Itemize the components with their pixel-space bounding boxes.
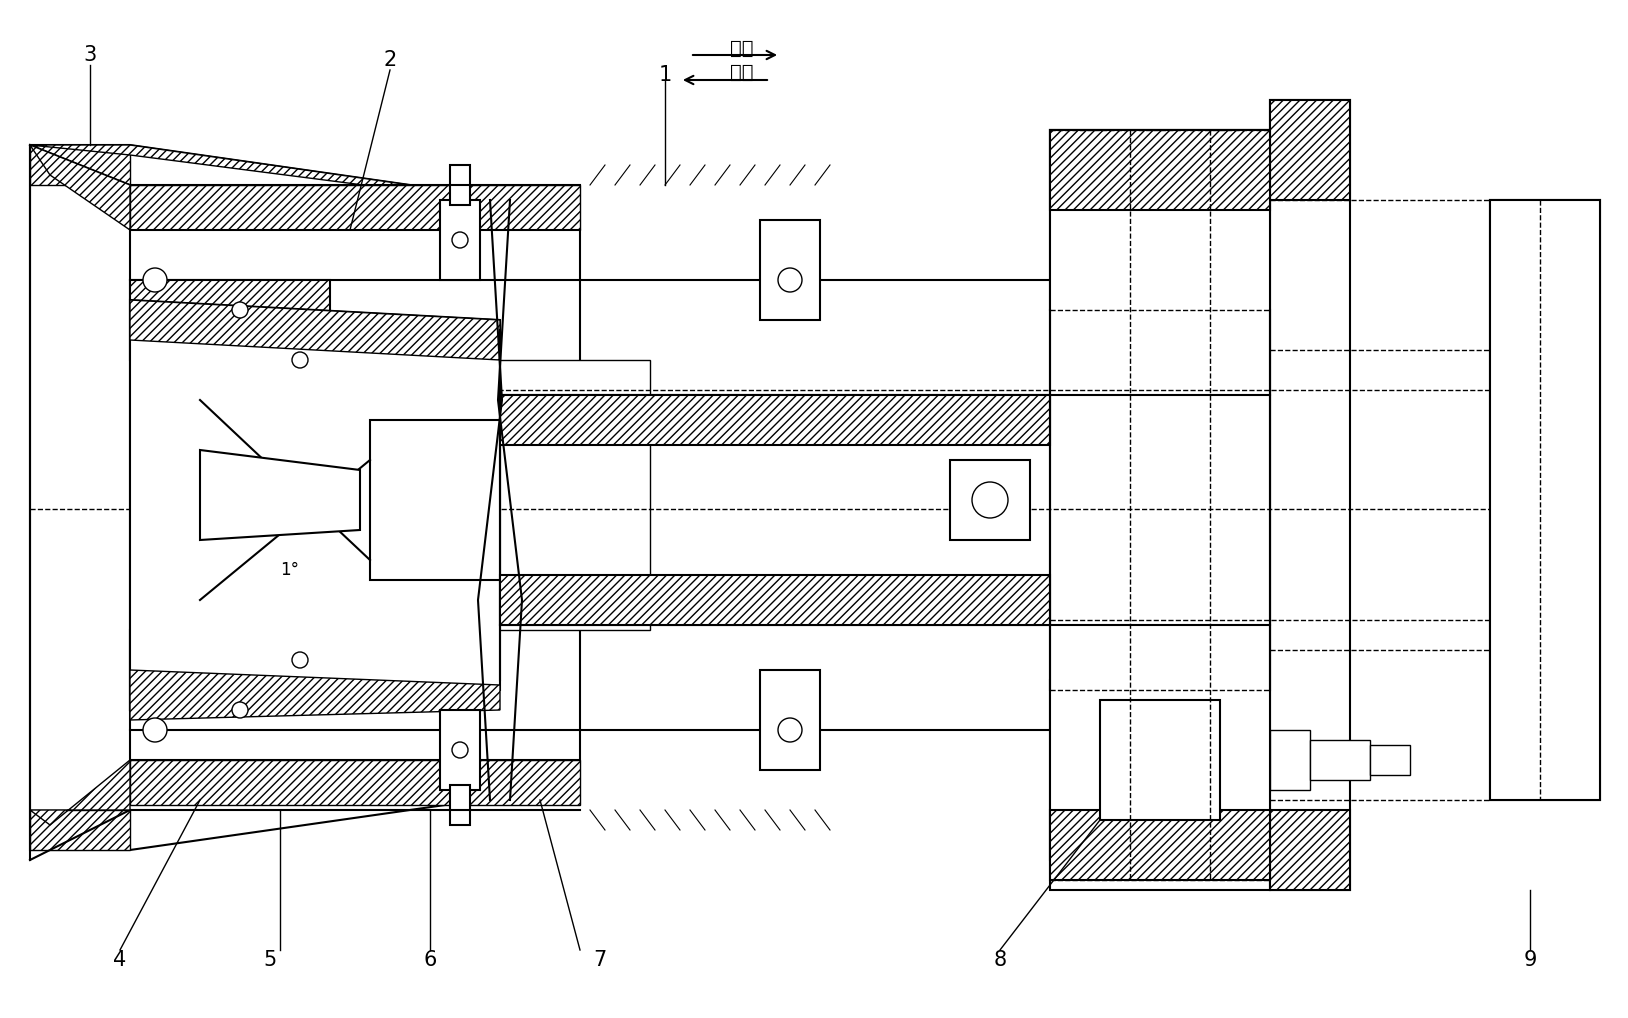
- Circle shape: [291, 352, 308, 367]
- Bar: [370, 420, 500, 580]
- Bar: [29, 810, 130, 850]
- Bar: [130, 280, 330, 360]
- Bar: [1371, 745, 1410, 775]
- Bar: [1050, 310, 1270, 680]
- Polygon shape: [130, 300, 500, 710]
- Text: 3: 3: [83, 45, 96, 65]
- Bar: [500, 575, 1050, 625]
- Circle shape: [233, 302, 247, 318]
- Bar: [760, 220, 821, 320]
- Circle shape: [778, 268, 803, 292]
- Text: 5: 5: [264, 950, 277, 970]
- Polygon shape: [29, 145, 480, 200]
- Bar: [760, 670, 821, 770]
- Bar: [1490, 200, 1600, 800]
- Circle shape: [143, 718, 168, 742]
- Text: 8: 8: [993, 950, 1006, 970]
- Polygon shape: [29, 145, 480, 850]
- Text: 6: 6: [423, 950, 436, 970]
- Bar: [1050, 810, 1270, 880]
- Bar: [1270, 100, 1350, 200]
- Bar: [1050, 130, 1270, 890]
- Bar: [440, 200, 480, 280]
- Circle shape: [778, 718, 803, 742]
- Text: 4: 4: [114, 950, 127, 970]
- Polygon shape: [200, 450, 360, 540]
- Bar: [1050, 680, 1270, 860]
- Circle shape: [972, 482, 1008, 518]
- Bar: [449, 165, 470, 205]
- Polygon shape: [130, 300, 500, 360]
- Bar: [130, 630, 330, 710]
- Bar: [130, 760, 580, 805]
- Text: 9: 9: [1524, 950, 1537, 970]
- Polygon shape: [29, 145, 130, 230]
- Circle shape: [233, 702, 247, 718]
- Bar: [500, 395, 1050, 445]
- Text: 7: 7: [593, 950, 607, 970]
- Text: 上行: 上行: [729, 39, 754, 57]
- Text: 2: 2: [383, 50, 397, 70]
- Bar: [1270, 810, 1350, 890]
- Polygon shape: [29, 760, 130, 825]
- Bar: [1050, 130, 1270, 210]
- Text: 下行: 下行: [729, 62, 754, 81]
- Bar: [1490, 200, 1600, 800]
- Bar: [1270, 730, 1311, 790]
- Bar: [29, 145, 130, 185]
- Bar: [1311, 740, 1371, 780]
- Bar: [1050, 130, 1270, 310]
- Circle shape: [453, 742, 467, 758]
- Bar: [1101, 700, 1219, 821]
- Bar: [130, 185, 580, 230]
- Bar: [130, 230, 580, 760]
- Bar: [449, 785, 470, 825]
- Circle shape: [143, 268, 168, 292]
- Text: 1: 1: [658, 65, 672, 84]
- Bar: [951, 460, 1031, 540]
- Circle shape: [453, 232, 467, 248]
- Polygon shape: [130, 670, 500, 720]
- Bar: [1270, 100, 1350, 890]
- Circle shape: [291, 652, 308, 668]
- Bar: [130, 360, 650, 630]
- Text: 1°: 1°: [280, 561, 300, 579]
- Bar: [440, 710, 480, 790]
